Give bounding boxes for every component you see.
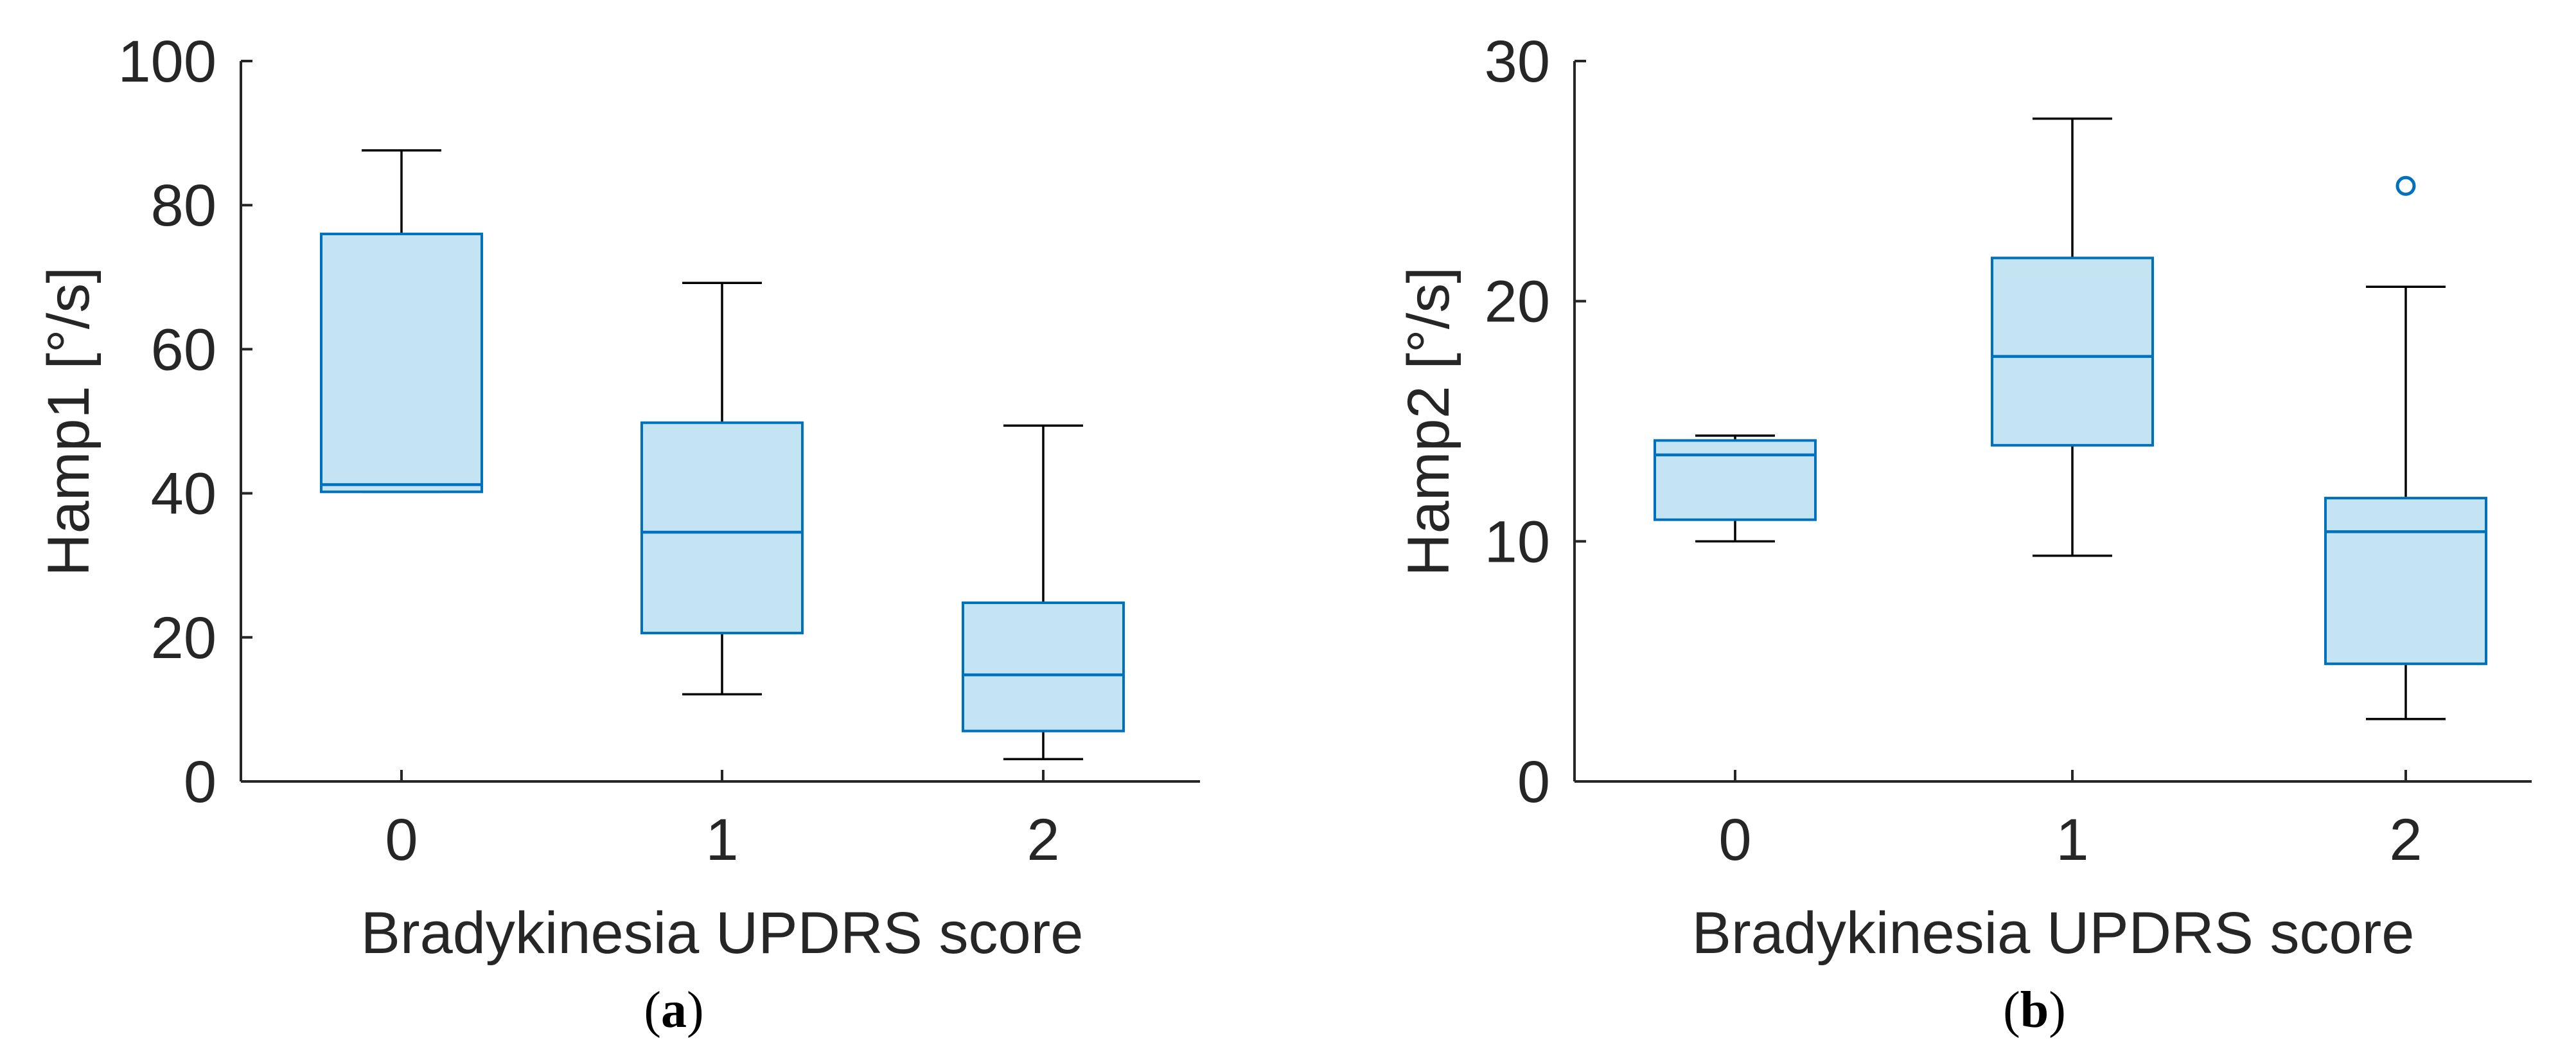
panel-a-y-tick-label: 0	[184, 749, 216, 815]
panel-b-label: (b)	[2003, 982, 2066, 1039]
panel-b-y-tick-label: 20	[1485, 269, 1550, 335]
panel-a-y-tick-label: 100	[118, 29, 217, 94]
box-iqr	[1991, 256, 2154, 447]
panel-a-box-group-2	[962, 424, 1125, 760]
box-iqr	[2324, 497, 2487, 665]
panel-b: 0 10 20 30 0 1 2 Bradykinesia UPDRS score Hamp…	[1396, 29, 2532, 1039]
panel-a-y-tick-label: 80	[151, 173, 216, 238]
box-iqr	[962, 601, 1125, 733]
panel-b-x-tick-label: 0	[1718, 807, 1751, 873]
panel-b-box-group-2	[2324, 175, 2487, 720]
box-iqr	[640, 421, 804, 635]
panel-b-x-tick-label: 2	[2389, 807, 2422, 873]
panel-a-label-letter: a	[661, 982, 687, 1039]
panel-b-label-letter: b	[2020, 982, 2049, 1039]
panel-a-plot: 0 20 40 60 80 100 0 1 2	[118, 29, 1125, 873]
panel-b-plot: 0 10 20 30 0 1 2	[1485, 29, 2487, 873]
panel-b-x-tick-label: 1	[2056, 807, 2088, 873]
panel-b-x-axis-title: Bradykinesia UPDRS score	[1692, 900, 2415, 966]
panel-b-y-tick-label: 30	[1485, 29, 1550, 94]
box-iqr	[1654, 439, 1817, 521]
panel-b-y-axis-title: Hamp2 [°/s]	[1396, 267, 1461, 576]
panel-a-y-tick-label: 60	[151, 317, 216, 382]
panel-a-label: (a)	[644, 982, 703, 1039]
panel-b-box-group-1	[1991, 117, 2154, 557]
outlier-point	[2395, 175, 2416, 196]
panel-a-x-axis-title: Bradykinesia UPDRS score	[361, 900, 1084, 966]
panel-b-y-tick-label: 10	[1485, 509, 1550, 575]
panel-b-y-tick-label: 0	[1517, 749, 1550, 815]
panel-a-y-tick-label: 20	[151, 605, 216, 671]
box-iqr	[320, 233, 483, 494]
panel-a-box-group-0	[320, 149, 483, 494]
panel-b-box-group-0	[1654, 434, 1817, 543]
panel-a-x-tick-label: 0	[385, 807, 418, 873]
panel-a-x-tick-label: 2	[1027, 807, 1059, 873]
panel-a-x-tick-label: 1	[705, 807, 738, 873]
panel-a-y-tick-label: 40	[151, 461, 216, 527]
panel-a-box-group-1	[640, 281, 804, 696]
panel-a-y-axis-title: Hamp1 [°/s]	[36, 267, 101, 576]
panel-a: 0 20 40 60 80 100 0 1 2 Bradykinesia UPDRS score…	[36, 29, 1200, 1039]
